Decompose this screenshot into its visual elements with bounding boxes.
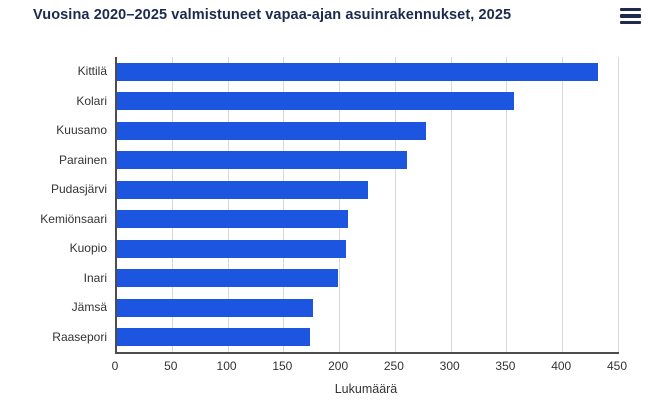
gridline-150 <box>283 57 285 352</box>
chart-title: Vuosina 2020–2025 valmistuneet vapaa-aja… <box>33 7 512 23</box>
category-label-kittilä: Kittilä <box>77 64 107 78</box>
bar-pudasjärvi[interactable] <box>117 180 368 199</box>
category-axis-labels: Kittilä Kolari Kuusamo Parainen Pudasjärvi Ke… <box>0 57 107 352</box>
category-label-kolari: Kolari <box>76 93 107 108</box>
category-label-raasepori: Raasepori <box>52 329 107 344</box>
category-label-kuusamo: Kuusamo <box>56 123 107 137</box>
value-axis-tick-labels: 0 50 100 150 200 250 300 350 400 450 <box>111 359 627 375</box>
plot-area <box>115 57 619 354</box>
bar-kolari[interactable] <box>117 92 515 111</box>
gridline-300 <box>450 57 452 352</box>
gridline-50 <box>171 57 173 352</box>
category-label-kuopio: Kuopio <box>69 241 107 255</box>
category-label-kemiönsaari: Kemiönsaari <box>40 211 107 226</box>
gridline-100 <box>227 57 229 352</box>
gridline-250 <box>394 57 396 352</box>
gridline-200 <box>339 57 341 352</box>
xtick-label-250: 250 <box>383 359 404 373</box>
bar-inari[interactable] <box>117 269 338 288</box>
x-axis-title: Lukumäärä <box>334 382 398 396</box>
xtick-label-450: 450 <box>606 359 628 373</box>
gridline-350 <box>506 57 508 352</box>
bar-kuopio[interactable] <box>117 239 346 258</box>
bar-kittilä[interactable] <box>117 62 598 81</box>
bar-kemiönsaari[interactable] <box>117 210 348 229</box>
xtick-label-300: 300 <box>439 359 460 373</box>
xtick-label-100: 100 <box>216 359 237 373</box>
bar-parainen[interactable] <box>117 151 408 170</box>
category-label-parainen: Parainen <box>58 152 107 167</box>
xtick-label-350: 350 <box>495 359 516 373</box>
category-label-jämsä: Jämsä <box>71 300 107 314</box>
bar-jämsä[interactable] <box>117 298 314 317</box>
xtick-label-50: 50 <box>164 359 178 373</box>
chart-menu-button[interactable] <box>619 4 643 28</box>
xtick-label-400: 400 <box>551 359 572 373</box>
bar-kuusamo[interactable] <box>117 121 426 140</box>
xtick-label-150: 150 <box>272 359 293 373</box>
xtick-label-200: 200 <box>328 359 349 373</box>
category-label-inari: Inari <box>83 270 107 285</box>
xtick-label-0: 0 <box>111 359 119 373</box>
bar-raasepori[interactable] <box>117 328 310 347</box>
category-label-pudasjärvi: Pudasjärvi <box>50 182 107 196</box>
gridline-450 <box>618 57 619 352</box>
gridline-400 <box>562 57 564 352</box>
